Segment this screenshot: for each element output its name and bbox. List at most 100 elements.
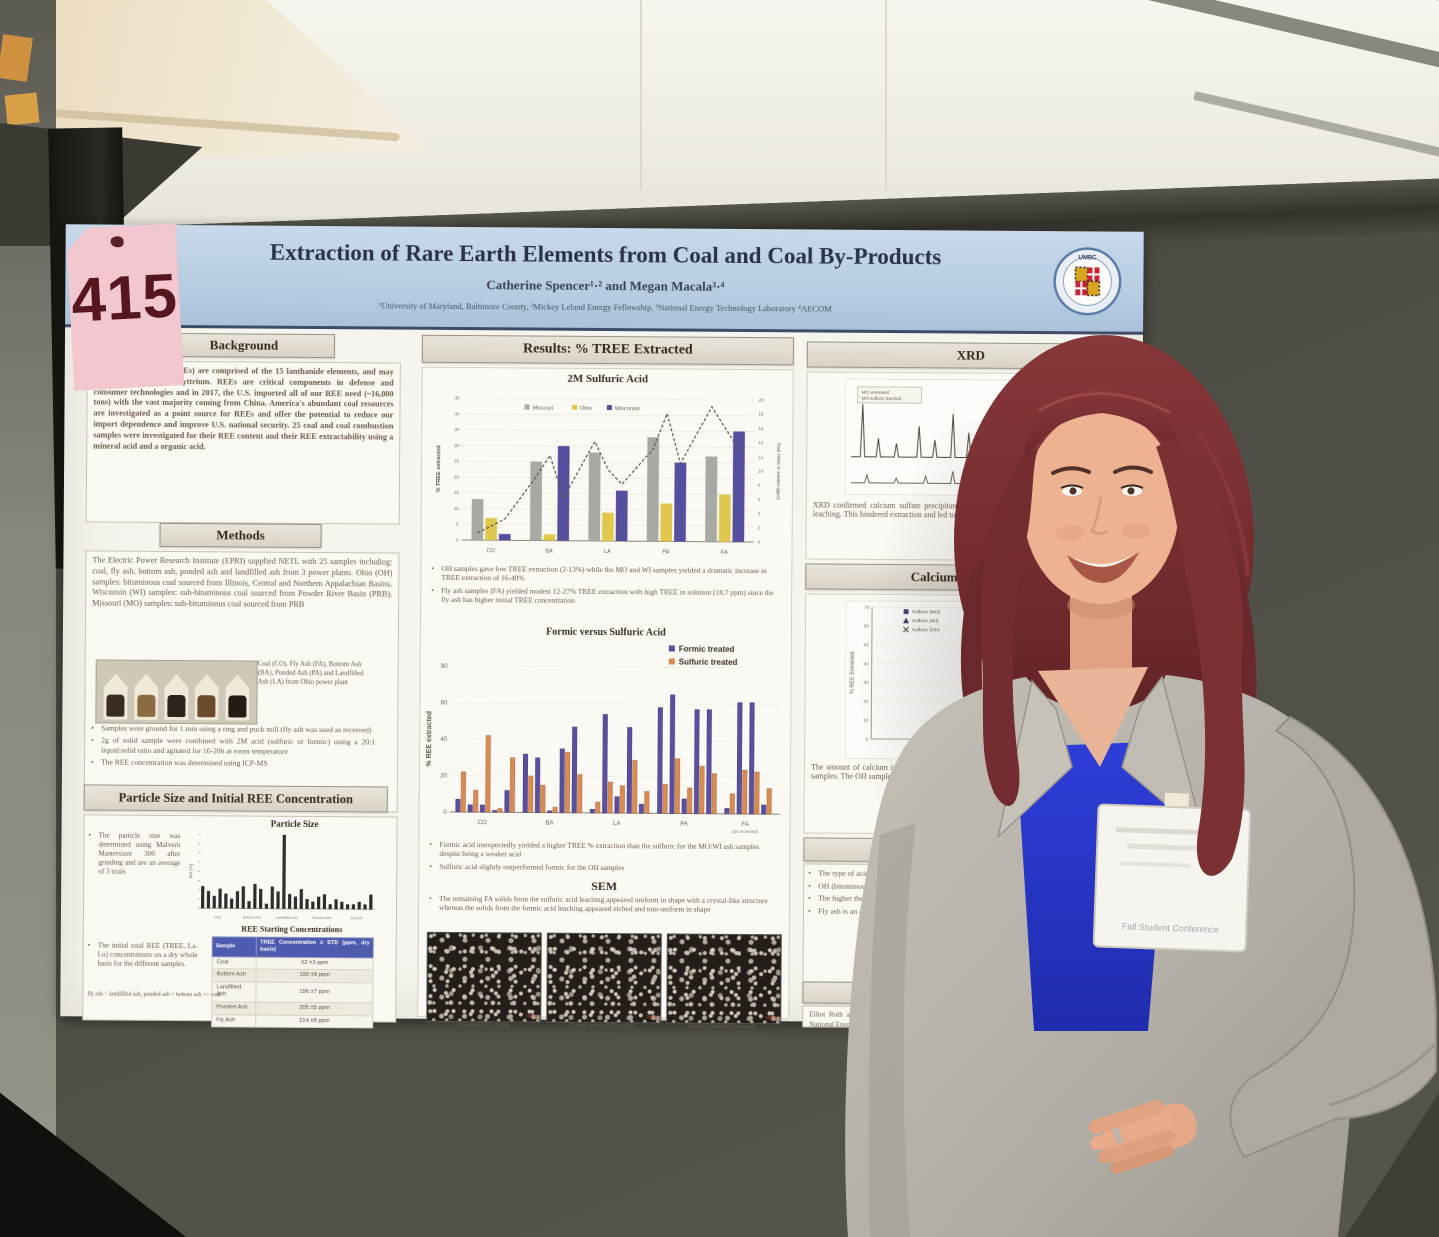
formic-chart-title: Formic versus Sulfuric Acid bbox=[546, 626, 666, 639]
teeth bbox=[1073, 555, 1132, 567]
svg-text:(as received): (as received) bbox=[732, 829, 759, 834]
sample-cup bbox=[104, 674, 128, 720]
svg-text:0: 0 bbox=[758, 540, 761, 545]
svg-text:60: 60 bbox=[441, 700, 448, 706]
sample-cup bbox=[195, 674, 219, 720]
table-row: Fly Ash 214 ±8 ppm bbox=[211, 1014, 373, 1029]
sample-cup bbox=[225, 674, 249, 720]
results-box: 2M Sulfuric Acid 0 5 10 15 20 25 30 35 40 45 0 2 4 6 8… bbox=[417, 366, 794, 1030]
svg-text:Vol (%): Vol (%) bbox=[188, 863, 193, 878]
sem-scale-label: 10µm bbox=[525, 1014, 538, 1020]
svg-text:20: 20 bbox=[440, 773, 447, 779]
svg-text:Coal: Coal bbox=[214, 915, 222, 919]
svg-text:60: 60 bbox=[864, 623, 870, 628]
sem-header: SEM bbox=[591, 878, 618, 894]
ree-table-title: REE Starting Concentrations bbox=[241, 924, 343, 935]
particle-size-chart: Coal Bottom Ash Landfilled Ash Ponded Ash Fl… bbox=[185, 830, 379, 924]
svg-text:MO untreated: MO untreated bbox=[862, 390, 890, 395]
svg-text:PA: PA bbox=[680, 822, 688, 828]
svg-text:Total TREE in solution (ppm): Total TREE in solution (ppm) bbox=[776, 443, 781, 501]
particle-bullet-2: • The initial total REE (TREE, La-Lu) con… bbox=[88, 941, 198, 972]
sem-image-untreated: 10µm bbox=[426, 931, 542, 1023]
svg-text:40: 40 bbox=[864, 661, 870, 666]
bullet-item: • The remaining FA solids from the sulfur… bbox=[429, 893, 768, 915]
bullet-item: • Samples were ground for 1 min using a r… bbox=[91, 723, 372, 735]
svg-text:40: 40 bbox=[454, 411, 460, 416]
svg-text:CO: CO bbox=[487, 548, 496, 554]
finger bbox=[1090, 1114, 1173, 1151]
svg-text:LA: LA bbox=[613, 821, 620, 827]
badge-text: Fall Student Conference bbox=[1122, 921, 1219, 934]
sem-caption: Untreated MO sample bbox=[456, 1021, 510, 1029]
svg-text:16: 16 bbox=[758, 426, 764, 431]
eyelash-left bbox=[1060, 484, 1084, 489]
particle-footnote: fly ash > landfilled ash, ponded ash > b… bbox=[87, 991, 221, 999]
bullet-item: • The REE concentration was determined us… bbox=[90, 757, 268, 769]
svg-text:Sulfuric (MO): Sulfuric (MO) bbox=[912, 609, 941, 615]
svg-text:CO: CO bbox=[478, 820, 487, 826]
orange-tape bbox=[4, 92, 40, 126]
sulfuric-chart-title: 2M Sulfuric Acid bbox=[567, 372, 649, 386]
table-row: Bottom Ash 190 ±9 ppm bbox=[211, 968, 374, 983]
svg-text:Formic treated: Formic treated bbox=[679, 645, 735, 654]
sem-bullet: • The remaining FA solids from the sulfur… bbox=[429, 894, 779, 918]
svg-text:LA: LA bbox=[604, 549, 611, 555]
particle-chart-title: Particle Size bbox=[270, 818, 319, 830]
formic-vs-sulfuric-chart: 0 20 40 60 80 CO BA LA PA FA(as received) Formic t… bbox=[423, 639, 787, 839]
poster-affiliations: ¹University of Maryland, Baltimore Count… bbox=[378, 300, 832, 314]
poster-title: Extraction of Rare Earth Elements from C… bbox=[269, 239, 942, 270]
sem-caption: Formic treated MO sample bbox=[570, 1022, 636, 1030]
sulfuric-acid-chart: 0 5 10 15 20 25 30 35 40 45 0 2 4 6 8 10 12 14 16 18 20 CO BA L… bbox=[431, 387, 783, 563]
svg-text:Ponded Ash: Ponded Ash bbox=[312, 916, 331, 920]
cheek-right bbox=[1122, 523, 1150, 539]
methods-box: The Electric Power Research Institute (E… bbox=[83, 550, 400, 813]
sem-caption: Sulfuric treated MO sample bbox=[689, 1023, 757, 1031]
eyebrow-left bbox=[1051, 466, 1091, 475]
umbc-seal-logo: UMBC bbox=[1053, 247, 1122, 316]
svg-text:Ohio: Ohio bbox=[580, 406, 592, 412]
svg-text:% REE Extracted: % REE Extracted bbox=[850, 651, 856, 694]
blazer-left-arm-crease bbox=[868, 823, 916, 1237]
iris-right bbox=[1127, 487, 1135, 495]
sleeve-crease bbox=[1329, 1043, 1436, 1107]
methods-body: The Electric Power Research Institute (E… bbox=[92, 555, 393, 610]
hair-shine bbox=[1037, 392, 1171, 415]
svg-text:5: 5 bbox=[456, 522, 459, 527]
ree-concentration-table: Sample TREE Concentration ± STD (ppm, dr… bbox=[211, 936, 374, 1029]
booth-number: 415 bbox=[69, 260, 180, 336]
svg-text:45: 45 bbox=[455, 395, 461, 400]
bullet-item: • 2g of solid sample were combined with 2… bbox=[91, 735, 376, 756]
svg-text:30: 30 bbox=[454, 443, 460, 448]
svg-text:2: 2 bbox=[758, 525, 761, 530]
svg-text:4: 4 bbox=[758, 511, 761, 516]
table-header: Sample bbox=[212, 936, 257, 957]
svg-text:0: 0 bbox=[866, 737, 869, 742]
svg-text:Bottom Ash: Bottom Ash bbox=[243, 916, 261, 920]
svg-text:14: 14 bbox=[758, 440, 764, 445]
svg-text:% TREE extracted: % TREE extracted bbox=[436, 445, 442, 492]
hair-lock-right bbox=[1156, 439, 1245, 876]
svg-text:Sulfuric (WI): Sulfuric (WI) bbox=[912, 618, 939, 624]
section-header-particle: Particle Size and Initial REE Concentrat… bbox=[83, 784, 388, 813]
svg-text:Sulfuric treated: Sulfuric treated bbox=[679, 658, 738, 667]
svg-text:20: 20 bbox=[759, 398, 765, 403]
svg-text:12: 12 bbox=[758, 454, 764, 459]
iris-left bbox=[1069, 487, 1077, 495]
svg-text:Missouri: Missouri bbox=[532, 406, 553, 412]
methods-bullets: • Samples were ground for 1 min using a r… bbox=[91, 723, 375, 772]
finger bbox=[1110, 1144, 1174, 1174]
nose bbox=[1090, 496, 1109, 535]
ring bbox=[1112, 1127, 1124, 1145]
cheek-left bbox=[1056, 525, 1084, 541]
bullet-item: • OH samples gave low TREE extraction (2-… bbox=[431, 563, 767, 583]
push-pin bbox=[110, 236, 124, 248]
svg-text:BA: BA bbox=[545, 549, 553, 555]
sample-cup bbox=[134, 674, 158, 720]
neckline-skin bbox=[1038, 667, 1148, 767]
booth-number-tag: 415 bbox=[66, 223, 184, 391]
svg-text:30: 30 bbox=[864, 680, 870, 685]
sample-photo bbox=[95, 659, 258, 725]
sem-image-sulfuric: 10µm bbox=[666, 933, 782, 1025]
mouth bbox=[1067, 552, 1139, 583]
